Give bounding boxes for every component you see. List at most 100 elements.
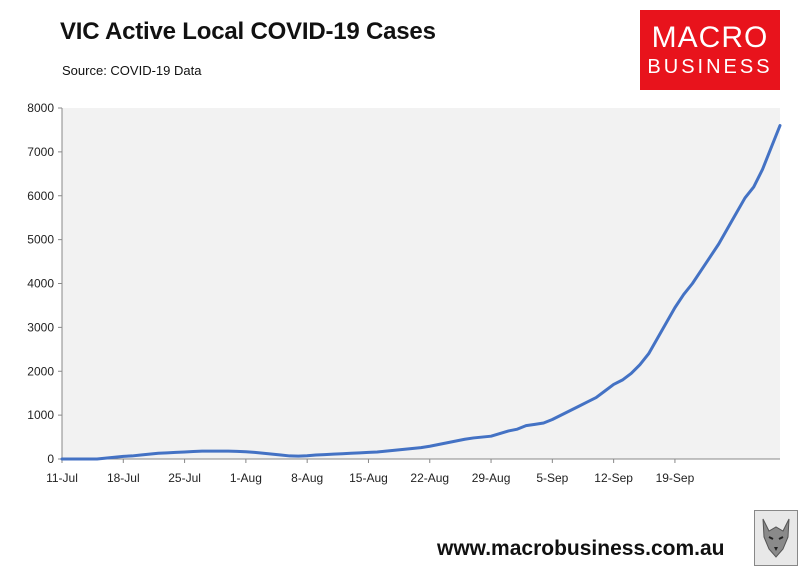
data-point — [656, 337, 659, 340]
data-point — [306, 454, 308, 457]
data-point — [630, 372, 632, 375]
data-point — [315, 454, 317, 456]
data-point — [201, 450, 203, 452]
data-point — [621, 379, 624, 381]
y-axis: 0 1000 2000 3000 4000 5000 6000 7000 8000 — [27, 101, 63, 466]
x-tick-label: 18-Jul — [107, 471, 140, 485]
data-point — [192, 450, 195, 453]
data-point — [385, 450, 387, 452]
y-tick-label: 5000 — [27, 233, 54, 247]
data-point — [726, 227, 729, 230]
data-point — [744, 197, 746, 199]
y-tick-label: 7000 — [27, 145, 54, 159]
data-point — [131, 455, 133, 457]
data-point — [604, 390, 606, 392]
logo-line-1: MACRO — [651, 21, 769, 54]
data-point — [61, 458, 63, 460]
x-tick-label: 11-Jul — [46, 471, 78, 485]
data-point — [770, 146, 773, 149]
data-point — [271, 453, 273, 455]
data-point — [542, 422, 545, 424]
y-tick-label: 6000 — [27, 189, 54, 203]
data-point — [376, 451, 379, 453]
x-axis: 11-Jul 18-Jul 25-Jul 1-Aug 8-Aug 15-Aug 22-Aug… — [46, 458, 780, 485]
chart-title: VIC Active Local COVID-19 Cases — [60, 18, 436, 45]
data-point — [113, 456, 116, 459]
series-layer — [60, 124, 782, 461]
macrobusiness-logo: MACRO BUSINESS — [640, 10, 780, 90]
data-point — [288, 455, 291, 457]
data-point — [148, 453, 151, 455]
data-point — [166, 452, 168, 454]
y-tick-label: 2000 — [27, 364, 54, 378]
data-point — [463, 438, 466, 441]
data-point — [367, 451, 370, 454]
data-point — [499, 432, 501, 435]
data-point — [420, 446, 422, 449]
x-tick-label: 8-Aug — [291, 471, 323, 485]
data-point — [297, 455, 300, 457]
footer-url[interactable]: www.macrobusiness.com.au — [437, 537, 725, 560]
data-point — [245, 450, 247, 453]
data-point — [175, 451, 177, 454]
data-point — [78, 458, 81, 460]
data-point — [700, 269, 702, 272]
data-point — [323, 453, 326, 456]
data-point — [332, 453, 335, 455]
data-point — [691, 282, 694, 285]
data-point — [446, 441, 449, 444]
data-point — [674, 306, 676, 309]
data-point — [507, 430, 510, 432]
plot-area — [62, 108, 780, 459]
data-point — [183, 451, 186, 453]
data-point — [752, 186, 755, 188]
x-tick-label: 22-Aug — [410, 471, 449, 485]
data-point — [709, 256, 711, 258]
logo-line-2: BUSINESS — [647, 56, 773, 78]
data-point — [341, 452, 343, 455]
data-point — [560, 414, 562, 416]
x-tick-label: 5-Sep — [536, 471, 568, 485]
data-point — [262, 452, 265, 455]
x-tick-label: 1-Aug — [230, 471, 262, 485]
data-point — [253, 451, 256, 454]
wolf-head-icon — [754, 510, 798, 566]
data-point — [639, 363, 641, 366]
data-point — [96, 458, 98, 460]
x-tick-label: 12-Sep — [594, 471, 633, 485]
data-point — [682, 293, 685, 296]
data-point — [140, 454, 142, 456]
data-point — [87, 458, 90, 460]
data-point — [647, 352, 650, 355]
y-tick-label: 3000 — [27, 320, 54, 334]
data-point — [665, 322, 667, 324]
data-point — [516, 428, 519, 430]
x-tick-label: 15-Aug — [349, 471, 388, 485]
data-point — [402, 448, 405, 451]
data-point — [455, 440, 457, 442]
x-tick-label: 19-Sep — [656, 471, 695, 485]
data-point — [411, 447, 414, 450]
data-point — [210, 450, 212, 452]
data-point — [122, 455, 125, 458]
x-tick-label: 29-Aug — [472, 471, 511, 485]
data-point — [437, 443, 440, 446]
data-point — [735, 212, 738, 215]
data-point — [612, 383, 615, 386]
y-tick-label: 0 — [47, 452, 54, 466]
data-point — [779, 124, 781, 127]
chart-subtitle: Source: COVID-19 Data — [62, 63, 202, 78]
data-point — [481, 436, 484, 438]
data-point — [551, 418, 554, 421]
data-point — [586, 401, 589, 403]
data-point — [525, 424, 527, 427]
data-point — [595, 396, 597, 399]
data-point — [104, 457, 107, 459]
data-point — [428, 445, 431, 448]
data-point — [280, 454, 282, 456]
data-point — [472, 437, 475, 439]
data-point — [490, 435, 492, 437]
y-tick-label: 1000 — [27, 408, 54, 422]
data-point — [717, 243, 720, 245]
y-tick-label: 8000 — [27, 101, 54, 115]
